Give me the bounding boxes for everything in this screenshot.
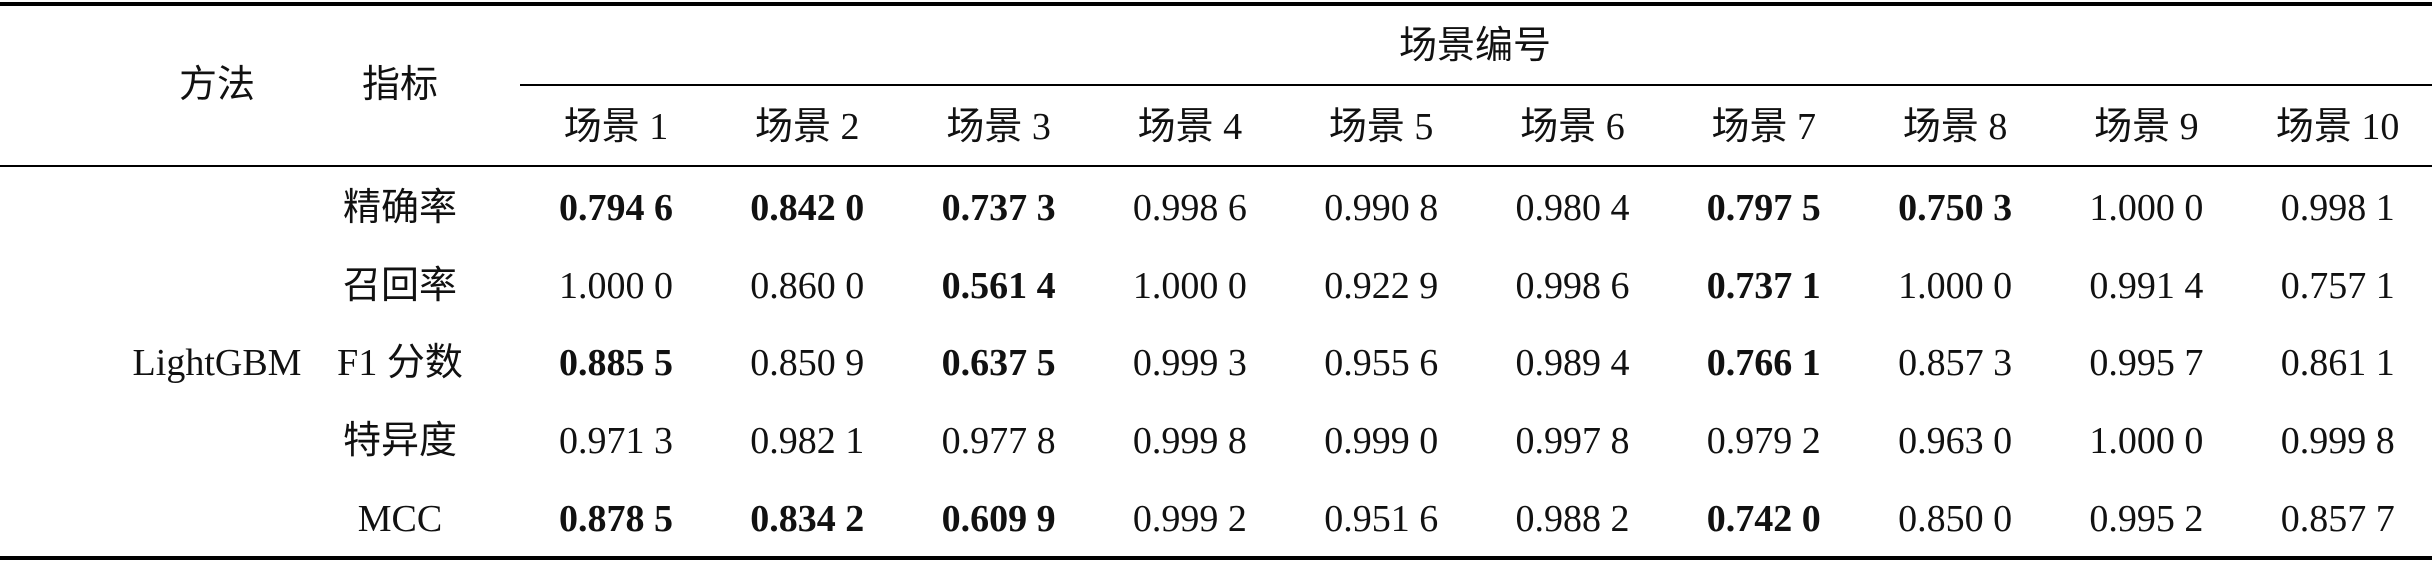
value-cell: 0.737 1 [1706,265,1821,307]
metric-label: F1 分数 [337,342,463,384]
metric-label: 召回率 [342,265,458,307]
value-cell: 0.979 2 [1706,420,1821,462]
value-cell: 0.742 0 [1706,498,1821,540]
metric-label: 特异度 [342,420,458,462]
metric-label: MCC [357,498,443,540]
header-scene-4: 场景 4 [1137,106,1243,148]
value-cell: 0.980 4 [1515,187,1630,229]
value-cell: 0.860 0 [750,265,865,307]
header-scene-3: 场景 3 [946,106,1051,148]
value-cell: 0.998 6 [1132,187,1247,229]
value-cell: 0.995 2 [2089,498,2204,540]
value-cell: 0.750 3 [1898,187,2013,229]
header-scene-7: 场景 7 [1711,106,1817,148]
value-cell: 0.999 3 [1132,342,1247,384]
header-scene-2: 场景 2 [755,106,860,148]
bottom-rule [0,556,2432,560]
header-scene-group: 场景编号 [1398,25,1552,67]
header-scene-9: 场景 9 [2094,106,2199,148]
value-cell: 0.998 1 [2280,187,2395,229]
value-cell: 0.561 4 [941,265,1056,307]
value-cell: 0.999 2 [1132,498,1247,540]
value-cell: 0.737 3 [941,187,1056,229]
header-scene-5: 场景 5 [1328,106,1434,148]
value-cell: 0.766 1 [1706,342,1821,384]
value-cell: 0.850 0 [1898,498,2013,540]
value-cell: 0.951 6 [1324,498,1439,540]
value-cell: 0.989 4 [1515,342,1630,384]
header-method: 方法 [178,64,256,106]
value-cell: 0.999 0 [1324,420,1439,462]
value-cell: 0.861 1 [2280,342,2395,384]
header-metric: 指标 [361,64,439,106]
value-cell: 0.637 5 [941,342,1056,384]
value-cell: 0.794 6 [559,187,673,229]
value-cell: 1.000 0 [1898,265,2013,307]
value-cell: 0.955 6 [1324,342,1439,384]
value-cell: 0.991 4 [2089,265,2204,307]
value-cell: 0.988 2 [1515,498,1630,540]
header-scene-1: 场景 1 [563,106,669,148]
value-cell: 1.000 0 [2089,187,2204,229]
value-cell: 0.990 8 [1324,187,1439,229]
metric-label: 精确率 [342,187,458,229]
top-rule [0,2,2432,6]
value-cell: 0.995 7 [2089,342,2204,384]
value-cell: 0.850 9 [750,342,865,384]
value-cell: 1.000 0 [559,265,673,307]
header-scene-6: 场景 6 [1520,106,1625,148]
value-cell: 0.857 3 [1898,342,2013,384]
header-scene-10: 场景 10 [2275,106,2400,148]
value-cell: 0.999 8 [1132,420,1247,462]
value-cell: 0.885 5 [559,342,673,384]
value-cell: 0.834 2 [750,498,865,540]
value-cell: 1.000 0 [1132,265,1247,307]
value-cell: 0.922 9 [1324,265,1439,307]
value-cell: 0.857 7 [2280,498,2395,540]
value-cell: 0.998 6 [1515,265,1630,307]
value-cell: 0.971 3 [559,420,673,462]
value-cell: 0.842 0 [750,187,865,229]
value-cell: 0.999 8 [2280,420,2395,462]
value-cell: 1.000 0 [2089,420,2204,462]
value-cell: 0.609 9 [941,498,1056,540]
value-cell: 0.963 0 [1898,420,2013,462]
value-cell: 0.997 8 [1515,420,1630,462]
header-scene-8: 场景 8 [1902,106,2008,148]
value-cell: 0.757 1 [2280,265,2395,307]
value-cell: 0.797 5 [1706,187,1821,229]
value-cell: 0.977 8 [941,420,1056,462]
header-rule [0,165,2432,167]
method-cell: LightGBM [132,342,302,384]
value-cell: 0.982 1 [750,420,865,462]
group-rule [520,84,2432,86]
value-cell: 0.878 5 [559,498,673,540]
